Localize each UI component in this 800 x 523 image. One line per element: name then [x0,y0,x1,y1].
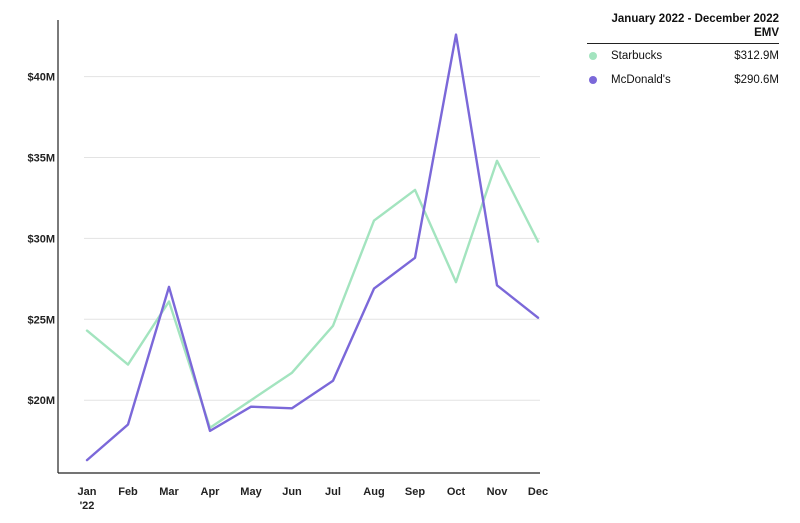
series-lines [85,33,540,462]
x-tick-label: May [240,486,262,498]
x-tick-label: '22 [80,500,95,512]
y-tick-label: $30M [27,233,55,245]
x-tick-label: Dec [528,486,548,498]
x-tick-labels: Jan '22 Feb Mar Apr May Jun Jul Aug Sep Oct Nov Dec [78,486,549,512]
legend-swatch-starbucks [589,52,597,60]
y-tick-label: $20M [27,395,55,407]
legend-swatch-mcdonalds [589,76,597,84]
series-line-mcdonalds[interactable] [85,33,540,462]
x-tick-label: Jun [282,486,302,498]
legend-item-starbucks[interactable]: Starbucks $312.9M [587,44,779,68]
x-tick-label: Apr [201,486,221,498]
y-tick-label: $40M [27,72,55,84]
x-tick-label: Aug [363,486,384,498]
x-tick-label: Jan [78,486,97,498]
series-line-starbucks[interactable] [85,159,540,429]
y-tick-labels: $20M $25M $30M $35M $40M [27,72,55,408]
x-tick-label: Oct [447,486,466,498]
x-tick-label: Nov [487,486,509,498]
legend: January 2022 - December 2022 EMV Starbuc… [587,12,779,92]
legend-value-mcdonalds: $290.6M [734,74,779,86]
x-tick-label: Mar [159,486,179,498]
legend-label-mcdonalds: McDonald's [611,74,671,86]
x-tick-label: Feb [118,486,138,498]
legend-item-mcdonalds[interactable]: McDonald's $290.6M [587,68,779,92]
legend-title: January 2022 - December 2022 EMV [587,12,779,44]
x-tick-label: Jul [325,486,341,498]
legend-value-starbucks: $312.9M [734,50,779,62]
y-tick-label: $35M [27,153,55,165]
y-tick-label: $25M [27,314,55,326]
legend-label-starbucks: Starbucks [611,50,663,62]
x-tick-label: Sep [405,486,425,498]
